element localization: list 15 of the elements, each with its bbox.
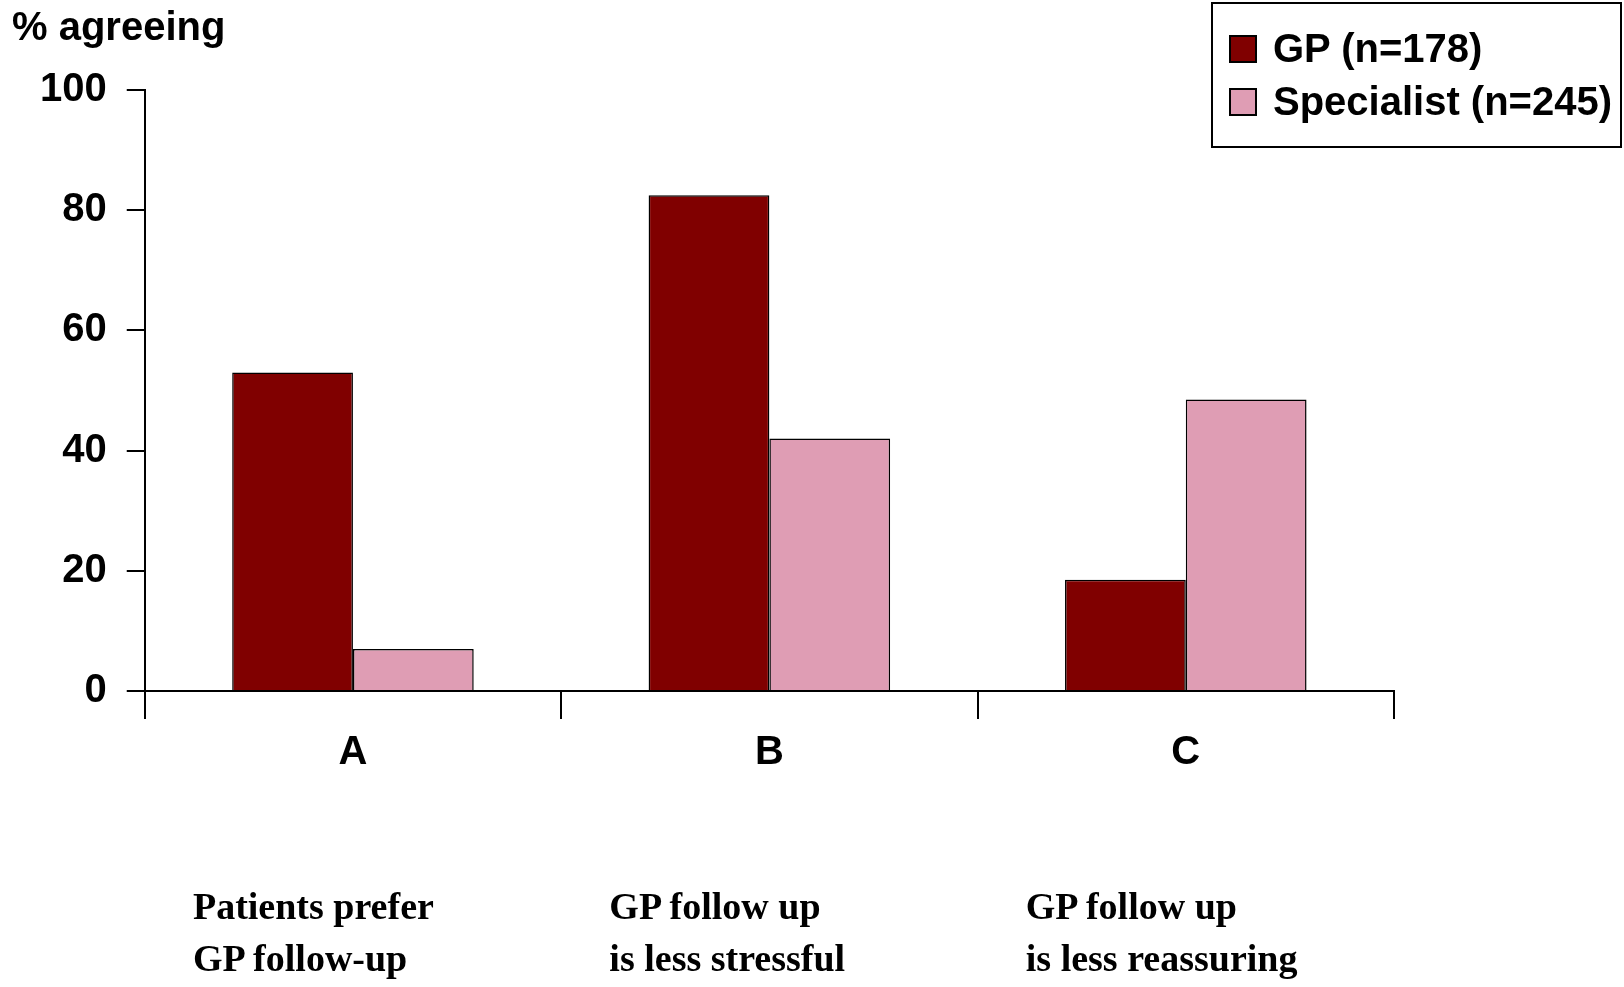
- x-tick-label: C: [1171, 728, 1201, 773]
- x-tick-label: A: [338, 728, 368, 773]
- y-tick-label: 0: [84, 666, 107, 711]
- y-tick-label: 100: [39, 65, 107, 110]
- y-tick-label: 40: [62, 425, 107, 470]
- x-tick-label: B: [754, 728, 784, 773]
- legend-label: GP (n=178): [1272, 26, 1483, 71]
- y-tick-label: 20: [62, 545, 107, 590]
- y-tick-label: 60: [62, 305, 107, 350]
- y-tick-label: 80: [62, 185, 107, 230]
- text: Patients prefer GP follow-up: [192, 884, 434, 981]
- y-axis-title: % agreeing: [12, 4, 226, 49]
- text: GP follow up is less reassuring: [1025, 884, 1298, 981]
- legend-label: Specialist (n=245): [1272, 79, 1612, 124]
- text: GP follow up is less stressful: [609, 884, 846, 981]
